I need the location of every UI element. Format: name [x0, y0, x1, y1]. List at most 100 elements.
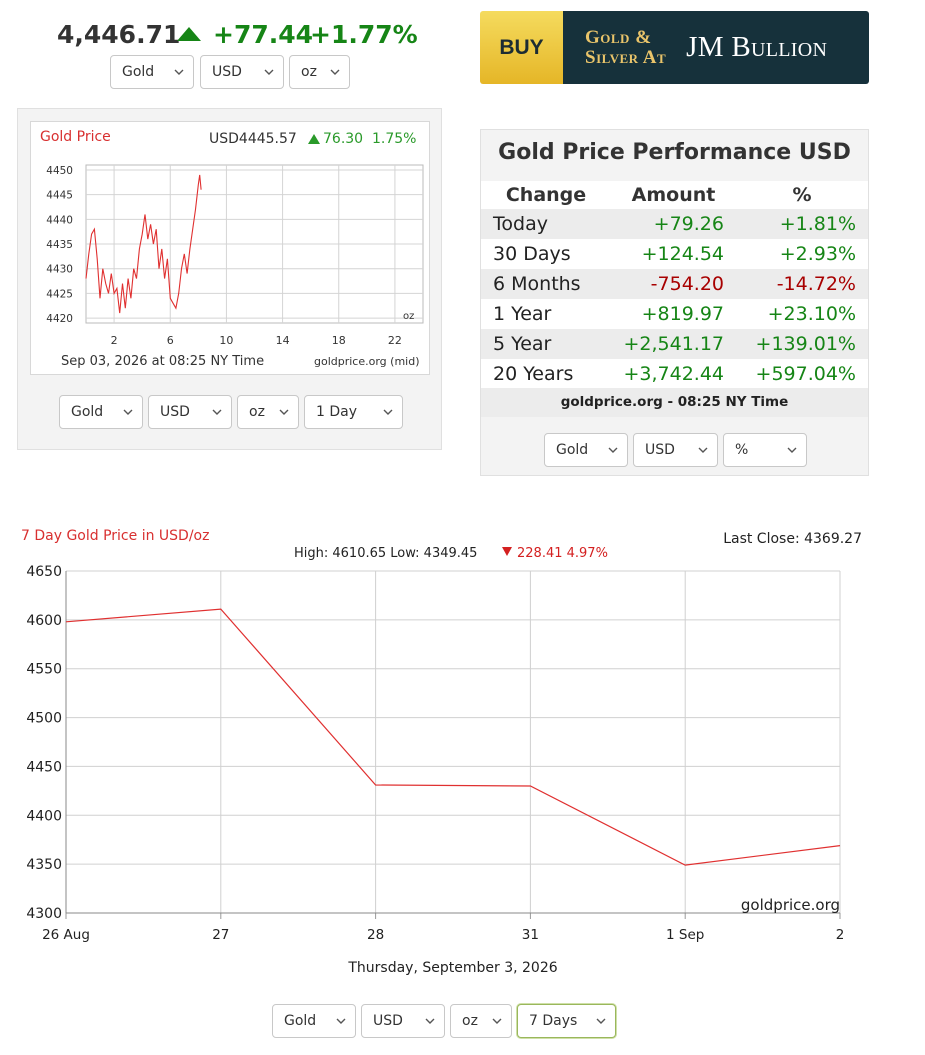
performance-pct: +2.93% [736, 239, 868, 269]
banner-tagline-line2: Silver At [585, 46, 667, 68]
performance-period: 1 Year [481, 299, 611, 329]
spot-price: 4,446.71 [57, 20, 181, 49]
seven-day-y-tick: 4500 [26, 711, 62, 727]
chevron-down-icon [330, 69, 340, 75]
small-chart-x-tick: 10 [219, 334, 233, 347]
small-chart-y-axis: 4420 4425 4430 4435 4440 4445 4450 [46, 165, 73, 325]
small-chart-series-line [85, 174, 202, 314]
performance-pct: -14.72% [736, 269, 868, 299]
chevron-down-icon [123, 409, 133, 415]
small-chart-x-tick: 2 [111, 334, 118, 347]
small-chart: Gold Price USD4445.57 76.30 1.75% 4420 44… [30, 121, 430, 375]
banner-tagline-line1: Gold & [585, 26, 652, 48]
performance-amount: +79.26 [611, 209, 736, 239]
seven-day-y-tick: 4550 [26, 662, 62, 678]
spot-change-pct: +1.77% [310, 20, 418, 49]
header-currency-select[interactable]: USD [200, 55, 284, 89]
big-chart-currency-select[interactable]: USD [361, 1004, 445, 1038]
performance-currency-select[interactable]: USD [633, 433, 718, 467]
performance-row: 5 Year +2,541.17 +139.01% [481, 329, 868, 359]
small-chart-y-tick: 4420 [46, 313, 73, 325]
seven-day-y-tick: 4450 [26, 759, 62, 775]
performance-period: 20 Years [481, 359, 611, 389]
column-header-change: Change [481, 181, 611, 209]
seven-day-stats-change: 228.41 4.97% [517, 546, 608, 561]
seven-day-y-tick: 4300 [26, 906, 62, 922]
header-unit-select[interactable]: oz [289, 55, 350, 89]
performance-amount: -754.20 [611, 269, 736, 299]
seven-day-chart-y-axis: 4300 4350 4400 4450 4500 4550 4600 4650 [26, 564, 62, 922]
performance-footer: goldprice.org - 08:25 NY Time [481, 388, 868, 417]
performance-amount: +3,742.44 [611, 359, 736, 389]
chevron-down-icon [264, 69, 274, 75]
banner-brand-name: JM Bullion [686, 31, 828, 63]
performance-period: 5 Year [481, 329, 611, 359]
seven-day-chart-x-axis: 26 Aug 27 28 31 1 Sep 2 [42, 927, 844, 943]
performance-amount: +124.54 [611, 239, 736, 269]
seven-day-x-tick: 26 Aug [42, 927, 90, 943]
small-chart-y-tick: 4445 [46, 190, 73, 202]
small-chart-price: USD4445.57 [209, 131, 297, 147]
seven-day-chart-grid [65, 570, 841, 919]
performance-mode-select[interactable]: % [723, 433, 807, 467]
performance-table: Change Amount % Today +79.26 +1.81% 30 Days… [481, 181, 868, 389]
performance-period: 30 Days [481, 239, 611, 269]
small-chart-y-tick: 4440 [46, 214, 73, 226]
performance-pct: +597.04% [736, 359, 868, 389]
seven-day-x-tick: 28 [367, 927, 384, 943]
small-chart-change: 76.30 [323, 131, 363, 147]
small-chart-x-tick: 14 [276, 334, 290, 347]
big-chart-metal-select[interactable]: Gold [272, 1004, 356, 1038]
performance-amount: +2,541.17 [611, 329, 736, 359]
jm-bullion-banner[interactable]: BUY Gold & Silver At JM Bullion [480, 11, 869, 84]
seven-day-chart-title: 7 Day Gold Price in USD/oz [21, 528, 209, 544]
spot-change: +77.44 [213, 20, 314, 49]
small-chart-source: goldprice.org (mid) [314, 355, 420, 368]
banner-tagline: Gold & Silver At [585, 26, 667, 68]
small-chart-y-tick: 4430 [46, 264, 73, 276]
chevron-down-icon [608, 447, 618, 453]
seven-day-x-tick: 1 Sep [666, 927, 704, 943]
last-close-label: Last Close: 4369.27 [723, 531, 862, 547]
seven-day-y-tick: 4650 [26, 564, 62, 580]
small-chart-range-select[interactable]: 1 Day [304, 395, 403, 429]
small-chart-change-pct: 1.75% [372, 131, 416, 147]
performance-row: 30 Days +124.54 +2.93% [481, 239, 868, 269]
big-chart-range-select[interactable]: 7 Days [517, 1004, 616, 1038]
small-chart-x-tick: 22 [388, 334, 402, 347]
seven-day-x-tick: 27 [212, 927, 229, 943]
chevron-down-icon [212, 409, 222, 415]
banner-brand-area: Gold & Silver At JM Bullion [563, 11, 869, 84]
small-chart-x-tick: 18 [332, 334, 346, 347]
small-chart-unit-select[interactable]: oz [237, 395, 299, 429]
banner-buy-label: BUY [480, 11, 563, 84]
small-chart-y-tick: 4425 [46, 288, 73, 300]
seven-day-series-line [65, 608, 841, 866]
small-chart-x-tick: 6 [167, 334, 174, 347]
small-chart-timestamp: Sep 03, 2026 at 08:25 NY Time [61, 354, 264, 369]
big-chart-unit-select[interactable]: oz [450, 1004, 512, 1038]
performance-pct: +23.10% [736, 299, 868, 329]
performance-amount: +819.97 [611, 299, 736, 329]
chevron-down-icon [698, 447, 708, 453]
chevron-down-icon [279, 409, 289, 415]
header-metal-select[interactable]: Gold [110, 55, 194, 89]
small-chart-metal-select[interactable]: Gold [59, 395, 143, 429]
small-chart-currency-select[interactable]: USD [148, 395, 232, 429]
chevron-down-icon [787, 447, 797, 453]
chevron-down-icon [492, 1018, 502, 1024]
performance-row: Today +79.26 +1.81% [481, 209, 868, 239]
chevron-down-icon [383, 409, 393, 415]
chevron-down-icon [174, 69, 184, 75]
performance-period: 6 Months [481, 269, 611, 299]
seven-day-y-tick: 4350 [26, 857, 62, 873]
performance-row: 20 Years +3,742.44 +597.04% [481, 359, 868, 389]
seven-day-y-tick: 4600 [26, 613, 62, 629]
performance-metal-select[interactable]: Gold [544, 433, 628, 467]
seven-day-date-label: Thursday, September 3, 2026 [347, 960, 557, 976]
down-arrow-icon [502, 547, 512, 556]
small-chart-title: Gold Price [40, 129, 111, 145]
seven-day-y-tick: 4400 [26, 808, 62, 824]
performance-row: 1 Year +819.97 +23.10% [481, 299, 868, 329]
chevron-down-icon [336, 1018, 346, 1024]
